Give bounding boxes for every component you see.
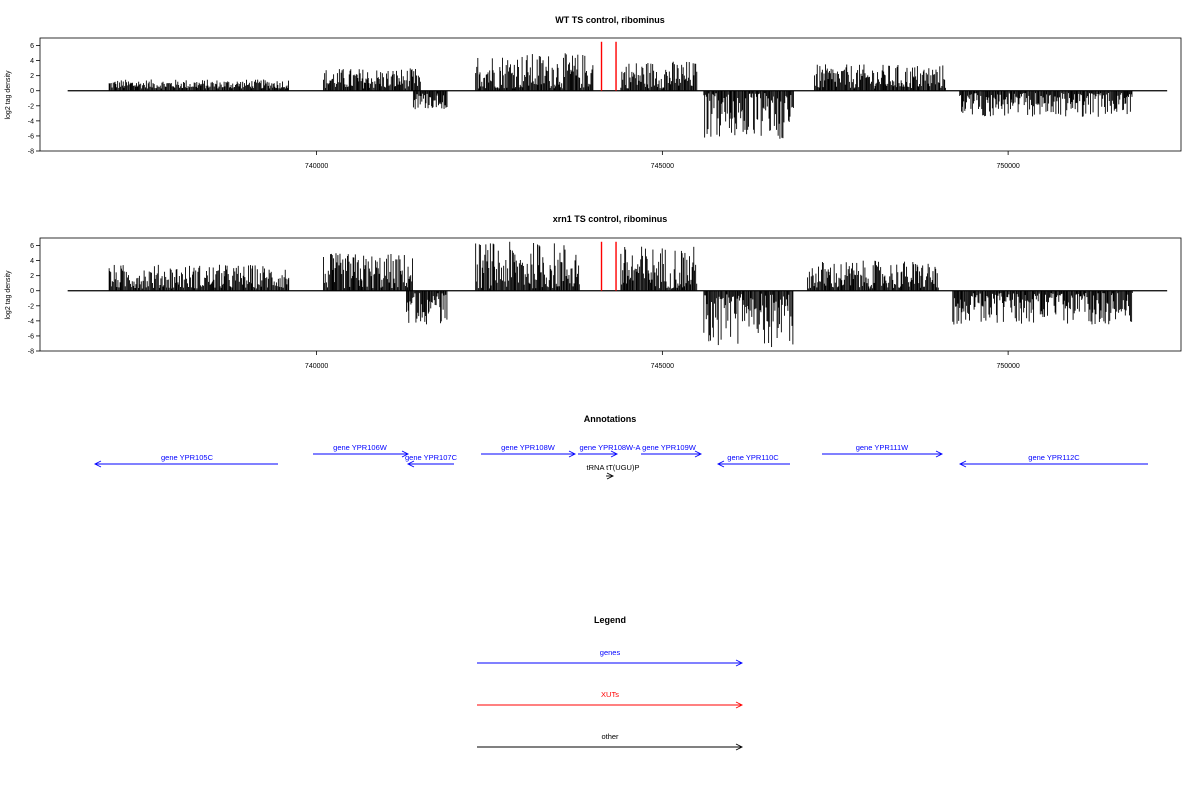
legend-entries: genes XUTs other [477,648,744,751]
annotation-feature: tRNA tT(UGU)P [587,463,640,480]
y-tick-label: -6 [28,333,34,340]
feature-label: gene YPR108W [501,443,556,452]
annotation-features: gene YPR105C gene YPR106W gene YPR107C gene… [93,443,1148,480]
y-tick-label: 6 [30,243,34,250]
y-tick-label: 0 [30,288,34,295]
y-tick-label: -4 [28,118,34,125]
wt-track-title: WT TS control, ribominus [555,15,665,25]
annotation-feature: gene YPR107C [405,453,458,468]
y-tick-label: -8 [28,149,34,156]
y-tick-label: 2 [30,273,34,280]
annotation-feature: gene YPR108W [481,443,577,458]
legend-title: Legend [594,615,626,625]
feature-arrow-head [568,450,577,458]
y-tick-label: 4 [30,58,34,65]
annotation-feature: gene YPR112C [958,453,1148,468]
xrn1-track-title: xrn1 TS control, ribominus [553,214,668,224]
feature-label: gene YPR109W [642,443,697,452]
feature-label: gene YPR105C [161,453,214,462]
feature-arrow-head [694,450,703,458]
y-tick-label: -8 [28,349,34,356]
feature-label: gene YPR110C [727,453,779,462]
wt-plot-frame [39,37,1182,152]
x-tick-label: 750000 [996,163,1019,170]
x-tick-label: 745000 [651,163,674,170]
legend-entry: genes [477,648,744,667]
y-tick-label: -4 [28,318,34,325]
wt-signal-bars [67,41,1168,139]
wt-y-axis: 6 4 2 0 -2 -4 -6 -8 [28,43,40,156]
feature-arrow-head [93,460,102,468]
x-tick-label: 740000 [305,163,328,170]
feature-arrow-head [406,460,415,468]
xrn1-signal-bars [67,241,1168,348]
y-tick-label: 6 [30,43,34,50]
x-tick-label: 745000 [651,363,674,370]
annotation-feature: gene YPR111W [822,443,944,458]
annotation-feature: gene YPR110C [716,453,790,468]
feature-arrow-head [401,450,410,458]
annotations-title: Annotations [584,414,637,424]
legend-arrow-head [735,659,744,667]
xrn1-x-axis: 740000 745000 750000 [305,351,1020,370]
feature-arrow-head [935,450,944,458]
wt-y-axis-label: log2 tag density [5,70,12,120]
y-tick-label: 2 [30,73,34,80]
legend-label: XUTs [601,690,619,699]
xrn1-track-panel: xrn1 TS control, ribominus 6420-2-4-6-8 … [5,214,1182,370]
annotation-feature: gene YPR108W-A [578,443,641,458]
feature-label: gene YPR111W [856,443,909,452]
x-tick-label: 740000 [305,363,328,370]
feature-label: gene YPR108W-A [579,443,640,452]
feature-arrow-head [958,460,967,468]
legend-label: genes [600,648,621,657]
y-tick-label: 0 [30,88,34,95]
y-tick-label: 4 [30,258,34,265]
feature-arrow-head [610,450,619,458]
wt-x-axis: 740000 745000 750000 [305,151,1020,170]
feature-label: gene YPR112C [1028,453,1080,462]
legend-arrow-head [735,701,744,709]
legend-entry: XUTs [477,690,744,709]
xrn1-y-axis-label: log2 tag density [5,270,12,320]
x-tick-label: 750000 [996,363,1019,370]
y-tick-label: -2 [28,303,34,310]
xrn1-y-axis: 6 4 2 0 -2 -4 -6 -8 [28,243,40,356]
legend-panel: Legend genes XUTs other [477,615,744,751]
annotation-feature: gene YPR106W [313,443,410,458]
y-tick-label: -6 [28,133,34,140]
y-tick-label: -2 [28,103,34,110]
feature-arrow-head [606,472,615,480]
feature-label: gene YPR107C [405,453,458,462]
feature-arrow-head [716,460,725,468]
feature-label: tRNA tT(UGU)P [587,463,640,472]
feature-label: gene YPR106W [333,443,388,452]
xrn1-plot-frame [39,237,1182,352]
wt-track-panel: WT TS control, ribominus 6 4 2 0 -2 -4 -6 -8 74… [5,15,1182,170]
legend-entry: other [477,732,744,751]
legend-label: other [601,732,619,741]
annotation-feature: gene YPR109W [641,443,703,458]
legend-arrow-head [735,743,744,751]
annotation-feature: gene YPR105C [93,453,278,468]
